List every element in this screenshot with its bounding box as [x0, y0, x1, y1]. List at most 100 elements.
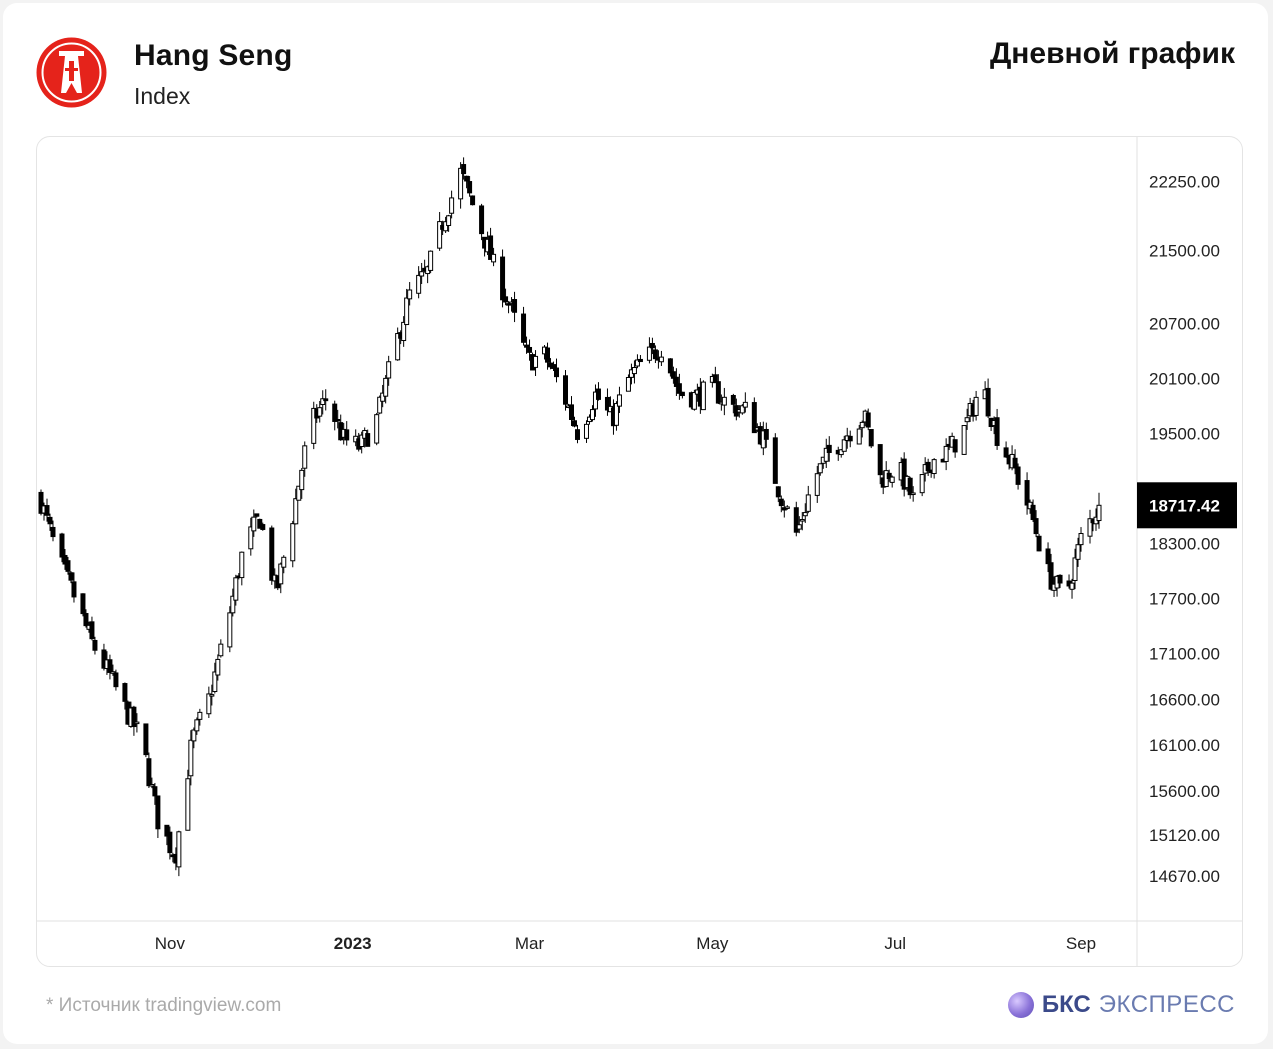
instrument-title: Hang Seng	[134, 39, 293, 72]
candle-body	[994, 417, 1000, 446]
candle-body	[649, 342, 655, 349]
candle-body	[889, 476, 895, 483]
candle-body	[793, 507, 799, 533]
candle-body	[194, 719, 200, 732]
candlestick-chart: 22250.00 21500.00 20700.00 20100.00 19500.00…	[37, 137, 1242, 966]
candle-body	[563, 375, 569, 405]
candle-body	[47, 516, 53, 525]
y-tick-label: 16600.00	[1149, 690, 1220, 709]
candle-body	[68, 572, 74, 581]
candle-body	[646, 346, 652, 361]
candle-body	[595, 388, 601, 400]
candle-body	[227, 612, 233, 648]
candle-body	[805, 494, 811, 512]
candle-body	[616, 394, 622, 407]
candle-body	[152, 786, 158, 797]
candle-body	[230, 595, 236, 614]
candle-body	[712, 374, 718, 384]
candle-body	[491, 253, 497, 263]
candle-body	[254, 513, 260, 517]
candle-body	[374, 414, 380, 444]
candle-body	[961, 425, 967, 455]
y-tick-label: 20100.00	[1149, 370, 1220, 389]
candle-body	[311, 407, 317, 444]
candle-body	[667, 358, 673, 374]
candle-body	[167, 831, 173, 854]
candle-body	[1096, 504, 1102, 522]
candle-body	[817, 463, 823, 474]
candle-body	[296, 485, 302, 501]
candle-body	[80, 593, 86, 615]
y-tick-label: 17100.00	[1149, 644, 1220, 663]
candle-body	[281, 556, 287, 568]
candle-body	[320, 398, 326, 406]
chart-card: Hang Seng Index Дневной график 22250.00 2…	[3, 3, 1268, 1044]
candle-body	[146, 758, 152, 787]
candle-body	[212, 671, 218, 693]
candle-body	[395, 333, 401, 361]
candle-body	[365, 433, 371, 447]
candle-body	[964, 417, 970, 423]
candle-body	[239, 551, 245, 579]
candle-body	[512, 299, 518, 313]
y-tick-label: 15120.00	[1149, 826, 1220, 845]
candle-body	[841, 439, 847, 452]
candle-body	[524, 344, 530, 348]
x-tick-label: Sep	[1066, 934, 1096, 953]
candle-body	[44, 505, 50, 516]
candle-body	[865, 412, 871, 428]
candle-body	[1033, 518, 1039, 535]
candle-body	[1024, 480, 1030, 506]
candle-body	[868, 429, 874, 447]
y-tick-label: 19500.00	[1149, 425, 1220, 444]
candle-body	[461, 164, 467, 175]
candle-body	[323, 398, 329, 402]
candle-body	[233, 577, 239, 601]
candle-body	[443, 221, 449, 232]
candle-body	[176, 831, 182, 868]
candle-body	[380, 392, 386, 402]
candle-body	[155, 795, 161, 830]
candle-body	[197, 711, 203, 720]
candle-body	[1003, 447, 1009, 458]
candle-body	[742, 401, 748, 408]
candle-body	[931, 459, 937, 475]
candle-body	[778, 498, 784, 507]
candle-body	[658, 356, 664, 363]
candle-body	[62, 554, 68, 565]
candle-body	[164, 824, 170, 837]
candle-body	[613, 403, 619, 426]
candle-body	[919, 474, 925, 494]
candle-body	[925, 461, 931, 472]
candle-body	[50, 526, 56, 538]
candle-body	[131, 706, 137, 728]
brand-bold: БКС	[1041, 991, 1091, 1018]
candle-body	[290, 523, 296, 562]
last-price-label: 18717.42	[1149, 496, 1220, 515]
candle-body	[700, 381, 706, 411]
candle-body	[772, 437, 778, 484]
chart-heading: Дневной график	[989, 37, 1235, 70]
candle-body	[907, 477, 913, 496]
candle-body	[673, 376, 679, 387]
candle-body	[428, 250, 434, 271]
x-tick-label: 2023	[334, 934, 372, 953]
x-tick-label: Jul	[884, 934, 906, 953]
y-tick-label: 22250.00	[1149, 173, 1220, 192]
candle-body	[404, 297, 410, 326]
candle-body	[592, 391, 598, 410]
candle-body	[359, 434, 365, 448]
candle-body	[589, 409, 595, 421]
candle-body	[1048, 562, 1054, 590]
candle-body	[383, 377, 389, 397]
candle-body	[551, 364, 557, 369]
candle-body	[691, 392, 697, 410]
candle-body	[1069, 582, 1075, 590]
brand-logo[interactable]: БКС ЭКСПРЕСС	[1007, 991, 1235, 1019]
y-tick-label: 18300.00	[1149, 535, 1220, 554]
candle-body	[604, 396, 610, 411]
candle-body	[796, 524, 802, 530]
candle-body	[670, 371, 676, 379]
bcs-sphere-icon	[1007, 992, 1034, 1018]
candle-body	[568, 404, 574, 420]
